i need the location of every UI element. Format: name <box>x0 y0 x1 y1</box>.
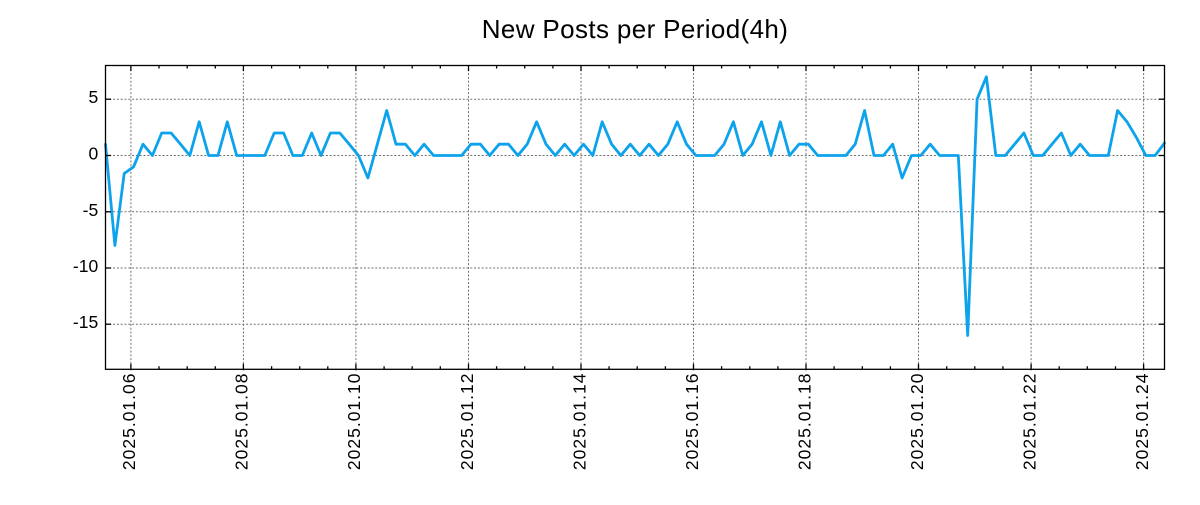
svg-text:2025.01.16: 2025.01.16 <box>682 373 702 471</box>
svg-text:2025.01.22: 2025.01.22 <box>1019 373 1039 471</box>
svg-text:2025.01.06: 2025.01.06 <box>119 373 139 471</box>
svg-text:2025.01.20: 2025.01.20 <box>907 373 927 471</box>
svg-text:-5: -5 <box>83 200 99 220</box>
svg-text:-10: -10 <box>73 256 99 276</box>
svg-text:2025.01.10: 2025.01.10 <box>344 373 364 471</box>
svg-text:2025.01.12: 2025.01.12 <box>457 373 477 471</box>
svg-text:2025.01.14: 2025.01.14 <box>569 373 589 471</box>
svg-text:0: 0 <box>88 144 98 164</box>
svg-text:-15: -15 <box>73 312 98 332</box>
svg-text:2025.01.18: 2025.01.18 <box>794 373 814 471</box>
svg-text:2025.01.24: 2025.01.24 <box>1132 373 1152 471</box>
svg-text:New Posts per Period(4h): New Posts per Period(4h) <box>482 14 789 44</box>
svg-text:2025.01.08: 2025.01.08 <box>232 373 252 471</box>
svg-text:5: 5 <box>88 87 98 107</box>
